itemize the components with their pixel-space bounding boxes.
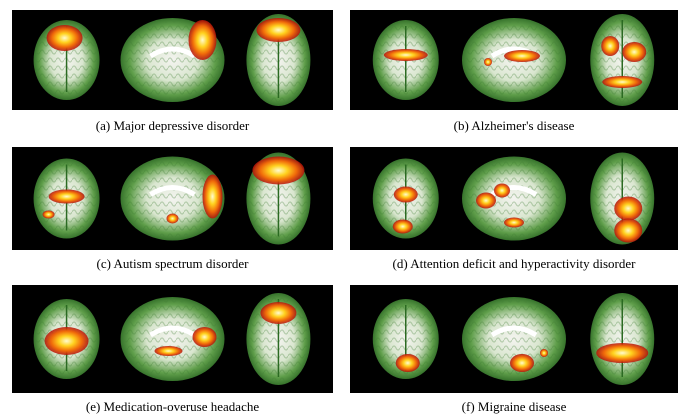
activation <box>166 213 179 224</box>
activation <box>601 36 620 56</box>
caption: (f) Migraine disease <box>462 399 567 414</box>
brain-folds <box>466 159 562 238</box>
corpus-callosum <box>149 185 196 197</box>
activation <box>44 327 89 355</box>
activation <box>622 42 647 62</box>
activation <box>395 354 420 372</box>
activation <box>602 76 643 88</box>
panel: (d) Attention deficit and hyperactivity … <box>350 147 678 271</box>
caption: (d) Attention deficit and hyperactivity … <box>393 256 637 271</box>
brain-folds <box>466 300 562 378</box>
activation <box>494 183 510 198</box>
panel: (e) Medication-overuse headache <box>12 285 333 414</box>
activation <box>256 18 301 42</box>
activation <box>596 343 649 363</box>
activation <box>252 156 305 185</box>
caption: (c) Autism spectrum disorder <box>97 256 250 271</box>
activation <box>202 174 223 219</box>
activation <box>188 20 217 60</box>
activation <box>504 50 540 62</box>
activation <box>383 49 428 61</box>
panel: (f) Migraine disease <box>350 285 678 414</box>
caption: (e) Medication-overuse headache <box>86 399 259 414</box>
activation <box>393 186 418 203</box>
panel: (b) Alzheimer's disease <box>350 10 678 133</box>
activation <box>614 218 643 243</box>
activation <box>260 302 297 324</box>
corpus-callosum <box>149 46 196 59</box>
activation <box>46 25 83 51</box>
caption: (b) Alzheimer's disease <box>454 118 575 133</box>
caption: (a) Major depressive disorder <box>96 118 250 133</box>
activation <box>392 219 413 234</box>
activation <box>504 217 524 228</box>
panel: (a) Major depressive disorder <box>12 10 333 133</box>
brain-folds <box>124 159 221 238</box>
activation <box>614 196 643 221</box>
brain-folds <box>124 300 221 378</box>
panel: (c) Autism spectrum disorder <box>12 147 333 271</box>
activation <box>484 58 492 66</box>
activation <box>476 192 496 209</box>
activation <box>154 346 183 356</box>
activation <box>540 349 548 357</box>
corpus-callosum <box>149 325 196 338</box>
activation <box>42 210 55 219</box>
activation <box>192 327 217 347</box>
activation <box>48 189 85 204</box>
activation <box>510 354 534 372</box>
corpus-callosum <box>490 325 538 338</box>
